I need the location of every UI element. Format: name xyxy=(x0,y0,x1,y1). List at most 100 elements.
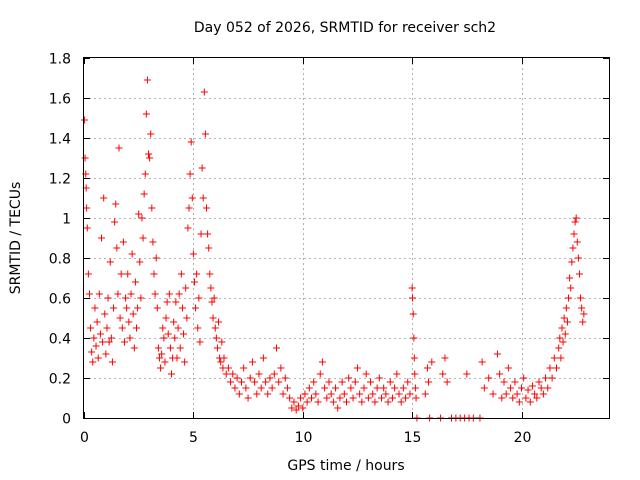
data-point xyxy=(182,284,190,292)
data-point xyxy=(558,324,566,332)
data-point xyxy=(571,218,579,226)
x-axis-label: GPS time / hours xyxy=(287,458,404,474)
y-tick-label: 0.2 xyxy=(49,372,71,388)
data-point xyxy=(110,304,118,312)
data-points xyxy=(80,76,588,422)
data-point xyxy=(332,384,340,392)
data-point xyxy=(371,398,379,406)
data-point xyxy=(327,390,335,398)
data-point xyxy=(161,358,169,366)
data-point xyxy=(171,334,179,342)
data-point xyxy=(139,234,147,242)
data-point xyxy=(340,390,348,398)
data-point xyxy=(212,334,220,342)
data-point xyxy=(195,294,203,302)
data-point xyxy=(266,374,274,382)
data-point xyxy=(555,344,563,352)
data-point xyxy=(573,238,581,246)
data-point xyxy=(200,88,208,96)
data-point xyxy=(520,374,528,382)
data-point xyxy=(124,270,132,278)
data-point xyxy=(220,354,228,362)
data-point xyxy=(579,318,587,326)
data-point xyxy=(563,318,571,326)
x-tick-label: 0 xyxy=(80,430,89,446)
data-point xyxy=(128,250,136,258)
data-point xyxy=(190,278,198,286)
data-point xyxy=(140,190,148,198)
data-point xyxy=(373,384,381,392)
data-point xyxy=(411,370,419,378)
data-point xyxy=(192,304,200,312)
axis-ticks xyxy=(84,58,609,419)
data-point xyxy=(316,370,324,378)
data-point xyxy=(129,310,137,318)
data-point xyxy=(292,406,300,414)
data-point xyxy=(428,358,436,366)
data-point xyxy=(242,384,250,392)
data-point xyxy=(253,390,261,398)
data-point xyxy=(533,394,541,402)
data-point xyxy=(388,394,396,402)
data-point xyxy=(550,354,558,362)
data-point xyxy=(85,290,93,298)
data-point xyxy=(122,294,130,302)
data-point xyxy=(130,344,138,352)
data-point xyxy=(120,338,128,346)
data-point xyxy=(303,398,311,406)
data-point xyxy=(364,394,372,402)
data-point xyxy=(570,230,578,238)
data-point xyxy=(240,364,248,372)
data-point xyxy=(441,354,449,362)
data-point xyxy=(106,258,114,266)
data-point xyxy=(108,358,116,366)
data-point xyxy=(137,294,145,302)
data-point xyxy=(89,358,97,366)
data-point xyxy=(196,338,204,346)
data-point xyxy=(259,354,267,362)
data-point xyxy=(439,370,447,378)
data-point xyxy=(406,390,414,398)
data-point xyxy=(334,404,342,412)
data-point xyxy=(164,330,172,338)
data-point xyxy=(184,224,192,232)
data-point xyxy=(188,194,196,202)
data-point xyxy=(489,390,497,398)
data-point xyxy=(103,324,111,332)
data-point xyxy=(513,390,521,398)
data-point xyxy=(157,364,165,372)
data-point xyxy=(248,358,256,366)
data-point xyxy=(288,404,296,412)
data-point xyxy=(246,374,254,382)
data-point xyxy=(504,364,512,372)
data-point xyxy=(305,384,313,392)
data-point xyxy=(126,334,134,342)
data-point xyxy=(318,358,326,366)
data-point xyxy=(83,204,91,212)
data-point xyxy=(210,294,218,302)
data-point xyxy=(217,358,225,366)
data-point xyxy=(569,244,577,252)
data-point xyxy=(206,270,214,278)
data-point xyxy=(329,398,337,406)
data-point xyxy=(198,164,206,172)
data-point xyxy=(189,250,197,258)
data-point xyxy=(270,370,278,378)
data-point xyxy=(338,378,346,386)
data-point xyxy=(264,390,272,398)
data-point xyxy=(186,170,194,178)
data-point xyxy=(238,378,245,386)
data-point xyxy=(281,374,289,382)
data-point xyxy=(141,170,149,178)
data-point xyxy=(408,284,416,292)
data-point xyxy=(393,370,401,378)
data-point xyxy=(227,378,235,386)
x-tick-label: 20 xyxy=(514,430,532,446)
data-point xyxy=(353,364,361,372)
data-point xyxy=(410,334,418,342)
data-point xyxy=(498,394,506,402)
data-point xyxy=(112,200,120,208)
data-point xyxy=(111,218,119,226)
data-point xyxy=(224,364,232,372)
data-point xyxy=(218,338,226,346)
